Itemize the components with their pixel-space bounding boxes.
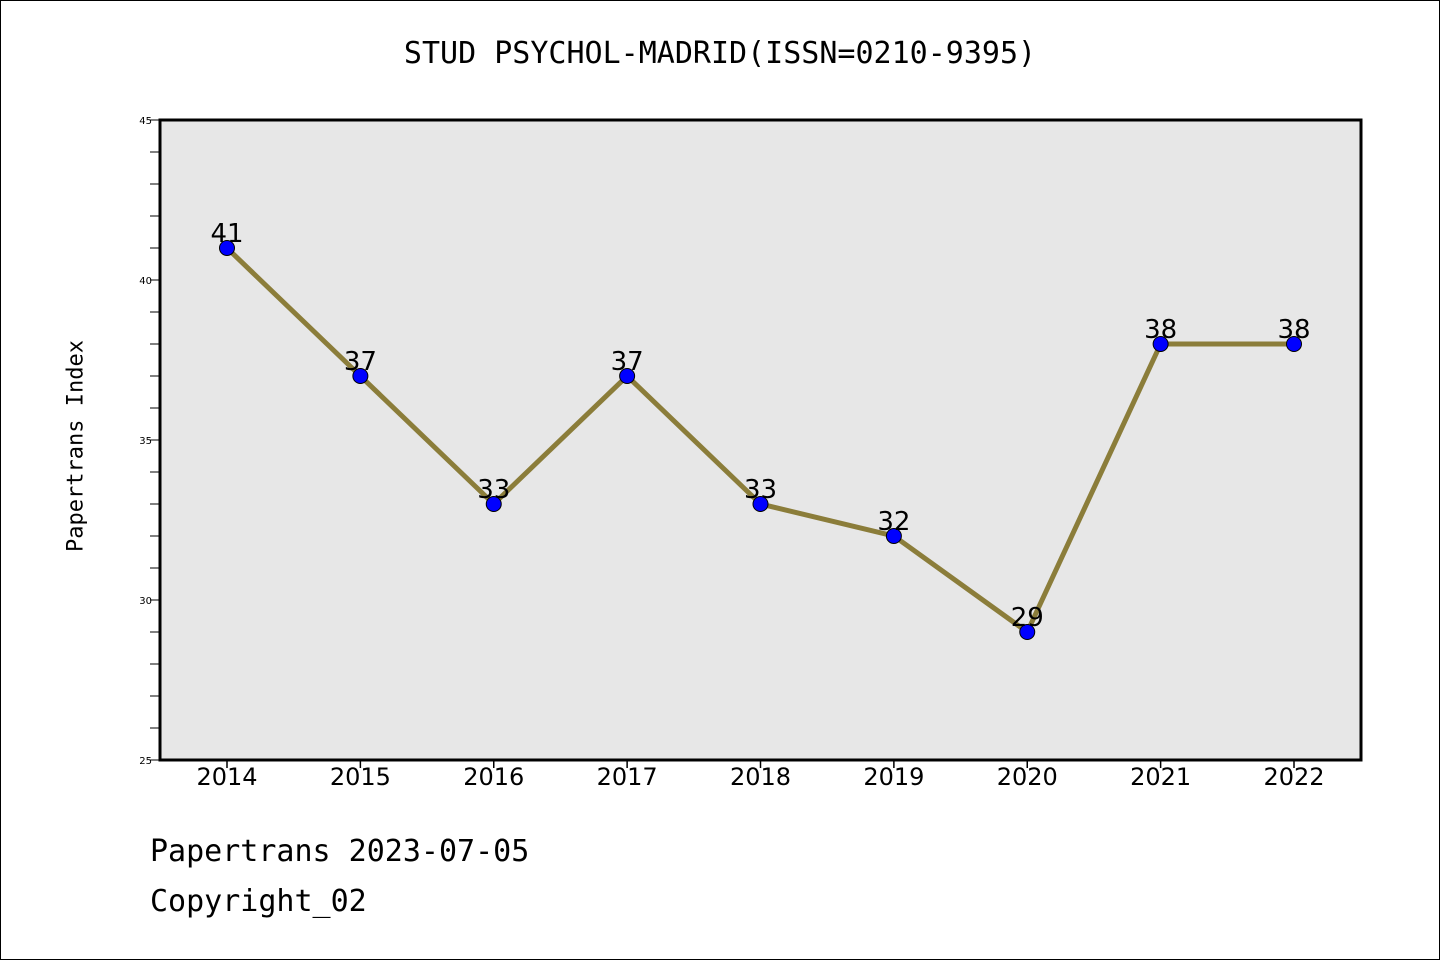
x-tick-label: 2020 <box>997 763 1058 791</box>
y-tick-label: 45 <box>139 116 152 127</box>
plot-border <box>158 118 1363 762</box>
data-point <box>1286 336 1302 352</box>
data-point <box>619 368 636 384</box>
data-point <box>752 496 769 512</box>
x-tick-label: 2016 <box>463 763 524 791</box>
data-label: 41 <box>210 219 243 249</box>
x-tick-label: 2017 <box>597 763 658 791</box>
data-point <box>1019 624 1036 640</box>
x-tick-label: 2015 <box>330 763 391 791</box>
x-tick-label: 2018 <box>730 763 791 791</box>
x-tick-label: 2021 <box>1130 763 1191 791</box>
data-point <box>352 368 369 384</box>
y-tick-label: 35 <box>139 436 152 447</box>
data-label: 38 <box>1277 315 1310 345</box>
y-tick-label: 25 <box>139 756 152 767</box>
data-label: 32 <box>877 507 910 537</box>
x-tick-label: 2014 <box>196 763 257 791</box>
footer-copyright-line: Copyright_02 <box>150 884 367 919</box>
data-label: 37 <box>344 347 377 377</box>
data-point <box>885 528 902 544</box>
data-label: 33 <box>744 475 777 505</box>
data-label: 38 <box>1144 315 1177 345</box>
footer-date-line: Papertrans 2023-07-05 <box>150 834 530 869</box>
data-label: 29 <box>1011 603 1044 633</box>
chart-title: STUD PSYCHOL-MADRID(ISSN=0210-9395) <box>403 36 1037 71</box>
data-point <box>1152 336 1169 352</box>
y-tick-label: 40 <box>139 276 152 287</box>
data-label: 33 <box>477 475 510 505</box>
plot-area <box>160 120 1361 760</box>
x-tick-label: 2019 <box>863 763 924 791</box>
data-label: 37 <box>611 347 644 377</box>
y-tick-label: 30 <box>139 596 152 607</box>
data-point <box>219 240 235 256</box>
data-point <box>485 496 502 512</box>
x-tick-label: 2022 <box>1263 763 1324 791</box>
